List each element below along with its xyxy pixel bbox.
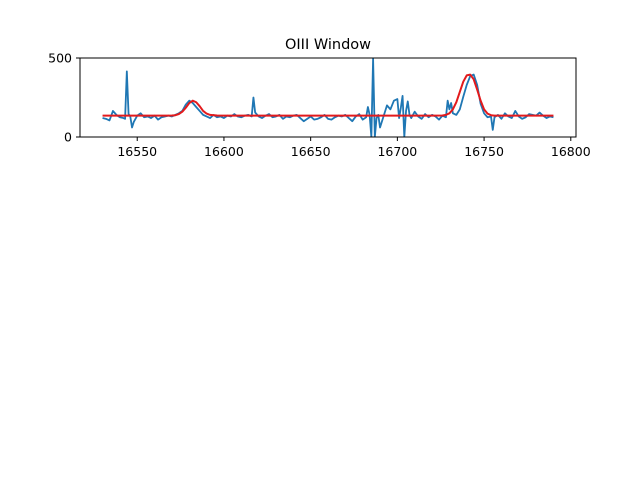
y-tick-label: 0 xyxy=(64,130,72,145)
y-axis: 0 500 xyxy=(48,51,80,145)
series-layer xyxy=(102,58,554,137)
chart-title: OIII Window xyxy=(285,37,371,53)
series-line-observed xyxy=(102,58,554,137)
plot-area xyxy=(79,57,577,138)
x-tick-label: 16650 xyxy=(291,144,331,159)
x-tick-label: 16750 xyxy=(464,144,504,159)
x-axis: 16550 16600 16650 16700 16750 16800 xyxy=(117,137,591,159)
x-tick-label: 16700 xyxy=(377,144,417,159)
plot-frame xyxy=(79,57,577,138)
x-tick-label: 16550 xyxy=(117,144,157,159)
y-tick-label: 500 xyxy=(48,51,72,66)
series-line-fit xyxy=(102,73,554,117)
x-tick-label: 16600 xyxy=(204,144,244,159)
x-tick-label: 16800 xyxy=(551,144,591,159)
